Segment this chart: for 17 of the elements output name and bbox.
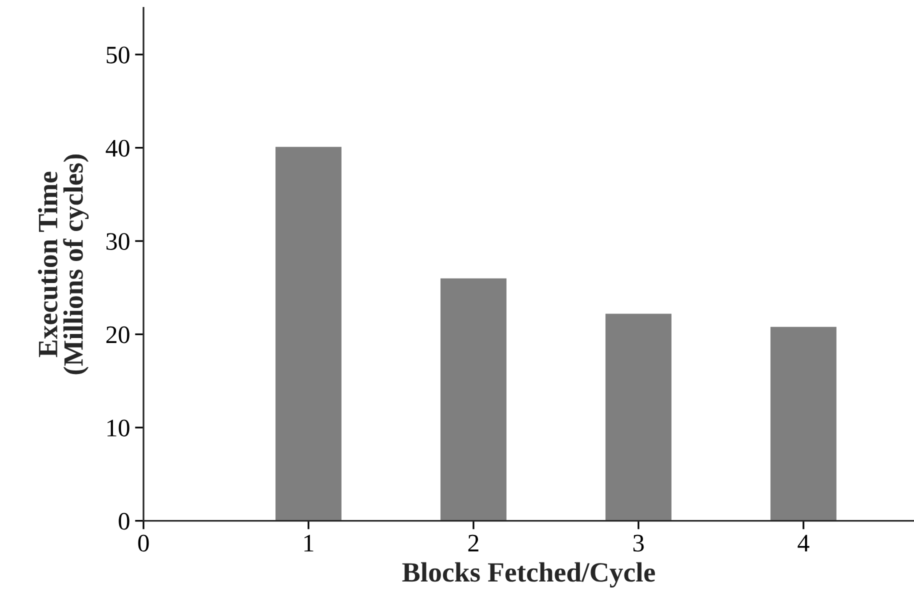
y-tick-label: 10 xyxy=(108,420,130,436)
y-tick-label: 0 xyxy=(118,512,130,530)
x-axis-title: Blocks Fetched/Cycle xyxy=(402,562,655,588)
bar xyxy=(440,278,506,521)
y-tick-label: 20 xyxy=(106,326,130,344)
y-tick-label: 30 xyxy=(106,233,130,250)
x-tick-label: 1 xyxy=(304,534,314,552)
bar xyxy=(275,146,342,521)
y-tick-label: 40 xyxy=(106,140,130,157)
y-axis-title: Execution Time (Millions of cycles) xyxy=(38,154,89,374)
x-tick-label: 2 xyxy=(468,534,478,552)
x-tick-label: 0 xyxy=(138,534,149,552)
x-tick-label: 3 xyxy=(633,534,644,552)
y-tick-label: 50 xyxy=(106,46,130,64)
x-tick-label: 4 xyxy=(798,534,810,552)
bar xyxy=(770,326,836,521)
bar xyxy=(605,314,672,521)
